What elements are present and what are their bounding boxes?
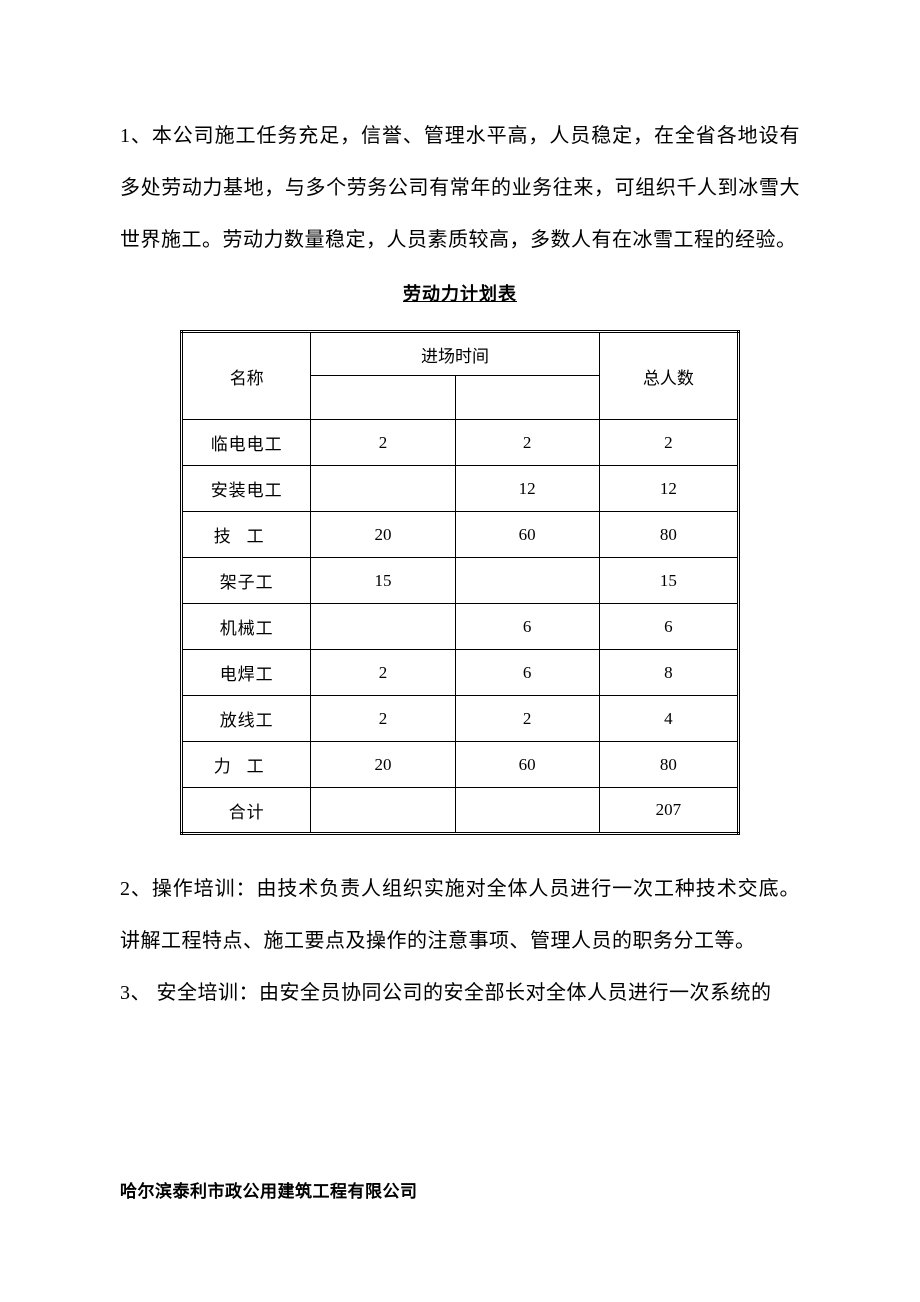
cell-value-1: 2 (311, 420, 455, 466)
table-row: 安装电工 1212 (182, 466, 739, 512)
cell-value-1: 2 (311, 696, 455, 742)
header-sub-2 (455, 376, 599, 420)
header-name: 名称 (182, 332, 311, 420)
cell-value-1: 2 (311, 650, 455, 696)
paragraph-2: 2、操作培训：由技术负责人组织实施对全体人员进行一次工种技术交底。讲解工程特点、… (120, 863, 800, 967)
cell-value-1 (311, 788, 455, 834)
cell-name: 力工 (182, 742, 311, 788)
cell-total: 8 (599, 650, 738, 696)
table-header: 名称 进场时间 总人数 (182, 332, 739, 420)
table-body: 临电电工222安装电工1212技工206080架子工1515机械工66电焊工26… (182, 420, 739, 834)
header-total: 总人数 (599, 332, 738, 420)
cell-value-2: 6 (455, 650, 599, 696)
cell-value-1: 20 (311, 512, 455, 558)
paragraph-3: 3、 安全培训：由安全员协同公司的安全部长对全体人员进行一次系统的 (120, 967, 800, 1019)
cell-value-1: 20 (311, 742, 455, 788)
cell-name: 电焊工 (182, 650, 311, 696)
cell-name: 安装电工 (182, 466, 311, 512)
cell-value-2: 12 (455, 466, 599, 512)
labor-plan-table: 名称 进场时间 总人数 临电电工222安装电工1212技工206080架子工15… (180, 330, 740, 835)
cell-value-2 (455, 558, 599, 604)
table-row: 临电电工222 (182, 420, 739, 466)
header-sub-1 (311, 376, 455, 420)
table-title: 劳动力计划表 (120, 280, 800, 306)
cell-name: 技工 (182, 512, 311, 558)
cell-value-1: 15 (311, 558, 455, 604)
cell-value-2: 60 (455, 742, 599, 788)
cell-value-1 (311, 466, 455, 512)
table-row: 电焊工268 (182, 650, 739, 696)
cell-total: 6 (599, 604, 738, 650)
cell-total: 15 (599, 558, 738, 604)
cell-value-2 (455, 788, 599, 834)
cell-total: 2 (599, 420, 738, 466)
header-entry-time: 进场时间 (311, 332, 599, 376)
cell-total: 12 (599, 466, 738, 512)
cell-name: 临电电工 (182, 420, 311, 466)
cell-value-2: 2 (455, 420, 599, 466)
cell-name: 放线工 (182, 696, 311, 742)
cell-value-2: 60 (455, 512, 599, 558)
table-row: 力工206080 (182, 742, 739, 788)
cell-name: 合计 (182, 788, 311, 834)
company-footer: 哈尔滨泰利市政公用建筑工程有限公司 (120, 1177, 418, 1202)
cell-name: 机械工 (182, 604, 311, 650)
table-row: 放线工224 (182, 696, 739, 742)
table-row: 合计 207 (182, 788, 739, 834)
cell-total: 80 (599, 742, 738, 788)
document-content: 1、本公司施工任务充足，信誉、管理水平高，人员稳定，在全省各地设有多处劳动力基地… (120, 110, 800, 1019)
cell-value-2: 2 (455, 696, 599, 742)
table-row: 机械工 66 (182, 604, 739, 650)
cell-name: 架子工 (182, 558, 311, 604)
table-row: 技工206080 (182, 512, 739, 558)
cell-total: 4 (599, 696, 738, 742)
cell-total: 80 (599, 512, 738, 558)
table-row: 架子工1515 (182, 558, 739, 604)
cell-value-2: 6 (455, 604, 599, 650)
cell-value-1 (311, 604, 455, 650)
paragraph-1: 1、本公司施工任务充足，信誉、管理水平高，人员稳定，在全省各地设有多处劳动力基地… (120, 110, 800, 266)
cell-total: 207 (599, 788, 738, 834)
